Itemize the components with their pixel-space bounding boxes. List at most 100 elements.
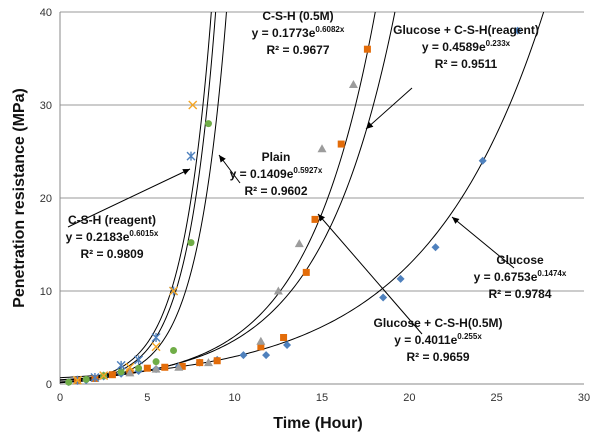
x-tick-labels: 0 5 10 15 20 25 30 [57,392,590,404]
fit-equation: y = 0.4589e0.233x [422,39,511,54]
data-point-csh-05m [72,375,82,385]
leader-arrowhead [366,122,374,129]
y-tick-label: 30 [40,100,52,112]
data-point-glucose [396,274,405,283]
r-squared: R² = 0.9784 [488,287,551,301]
gridlines [60,11,584,292]
r-squared: R² = 0.9511 [435,57,498,71]
fit-equation-base: y = 0.4589e [422,40,486,54]
x-axis-title: Time (Hour) [273,415,362,432]
data-point-csh-reagent [151,333,161,342]
data-point-plain [152,358,160,366]
data-point-glucose [239,351,248,360]
data-point-glucose-csh-reagent [151,364,161,373]
data-point-csh-05m [99,371,109,381]
fit-equation-exponent: 0.5927x [293,166,322,175]
data-point-glucose-csh-05m [143,364,151,372]
annotation-leaders [67,87,515,335]
data-point-csh-reagent [134,355,144,365]
data-point-glucose-csh-reagent [203,358,213,367]
trendline-csh-reagent [59,11,212,383]
data-point-glucose [379,293,388,302]
data-point-glucose-csh-reagent [125,368,135,377]
data-point-plain [117,368,125,376]
r-squared: R² = 0.9602 [244,184,307,198]
fit-equation: y = 0.6753e0.1474x [474,269,567,284]
data-point-plain [135,364,143,372]
leader-glucose [451,216,515,269]
data-point-glucose [262,351,271,360]
leader-arrowhead [182,169,190,175]
data-point-csh-05m [125,362,135,372]
data-point-glucose [513,26,522,35]
data-point-glucose-csh-05m [161,363,169,371]
data-point-glucose-csh-05m [257,343,265,351]
series-name: C-S-H (reagent) [68,213,156,227]
leader-arrowhead [318,214,325,222]
y-tick-label: 10 [40,286,52,298]
data-point-plain [187,239,195,247]
fit-equation-exponent: 0.255x [457,332,482,341]
r-squared: R² = 0.9659 [406,350,469,364]
leader-arrowhead [452,217,460,224]
series-name: Glucose + C-S-H(reagent) [393,23,539,37]
x-tick-label: 30 [578,392,590,404]
data-point-glucose-csh-05m [178,362,186,370]
fit-equation-base: y = 0.6753e [474,270,538,284]
data-point-glucose-csh-05m [196,359,204,367]
leader-glucose-csh-05m [317,213,423,335]
leader-glucose-csh-reagent [365,87,413,130]
x-tick-label: 5 [144,392,150,404]
data-point-glucose [478,156,487,165]
x-tick-label: 25 [491,392,503,404]
fit-equation-base: y = 0.2183e [66,230,130,244]
trendline-csh-05m [59,11,217,383]
data-point-csh-05m [188,100,198,110]
x-tick-label: 10 [229,392,241,404]
fit-equation-exponent: 0.6015x [129,229,158,238]
data-point-plain [82,375,90,383]
trendline-glucose-csh-reagent [59,11,396,381]
data-point-csh-reagent [116,360,126,370]
series-name: Plain [262,150,291,164]
trendline-glucose-csh-05m [59,11,376,381]
data-point-glucose-csh-05m [337,140,345,148]
annotation-plain: Plain y = 0.1409e0.5927x R² = 0.9602 [230,150,323,198]
series-name: C-S-H (0.5M) [262,9,333,23]
data-point-glucose-csh-05m [302,268,310,276]
data-point-glucose-csh-05m [108,371,116,379]
data-point-glucose-csh-05m [311,215,319,223]
annotation-csh-05m: C-S-H (0.5M) y = 0.1773e0.6082x R² = 0.967… [252,9,345,57]
y-tick-label: 40 [40,7,52,19]
data-point-csh-05m [169,286,179,296]
series-name: Glucose [496,253,544,267]
y-axis-title: Penetration resistance (MPa) [11,88,28,308]
data-point-glucose-csh-reagent [174,362,184,371]
data-point-plain [65,378,73,386]
data-point-csh-05m [151,342,161,352]
data-points [64,26,522,387]
r-squared: R² = 0.9677 [266,43,329,57]
leader-csh-reagent [67,168,191,228]
series-name: Glucose + C-S-H(0.5M) [373,316,502,330]
fit-equation-base: y = 0.1773e [252,26,316,40]
fit-equation: y = 0.1773e0.6082x [252,25,345,40]
y-tick-labels: 0 10 20 30 40 [40,7,52,391]
data-point-glucose-csh-05m [280,334,288,341]
x-tick-label: 15 [316,392,328,404]
annotation-csh-reagent: C-S-H (reagent) y = 0.2183e0.6015x R² = 0.… [66,213,159,261]
data-point-glucose-csh-reagent [273,286,283,295]
r-squared: R² = 0.9809 [80,247,143,261]
data-point-glucose-csh-05m [213,357,221,365]
fit-equation-base: y = 0.1409e [230,167,294,181]
data-point-glucose-csh-reagent [348,80,358,89]
annotation-glucose: Glucose y = 0.6753e0.1474x R² = 0.9784 [474,253,567,301]
data-point-csh-reagent [186,151,196,161]
x-tick-label: 0 [57,392,63,404]
fit-equation-exponent: 0.6082x [315,25,344,34]
fit-equation: y = 0.2183e0.6015x [66,229,159,244]
annotation-glucose-csh-reagent: Glucose + C-S-H(reagent) y = 0.4589e0.233… [393,23,539,71]
y-tick-label: 0 [46,379,52,391]
